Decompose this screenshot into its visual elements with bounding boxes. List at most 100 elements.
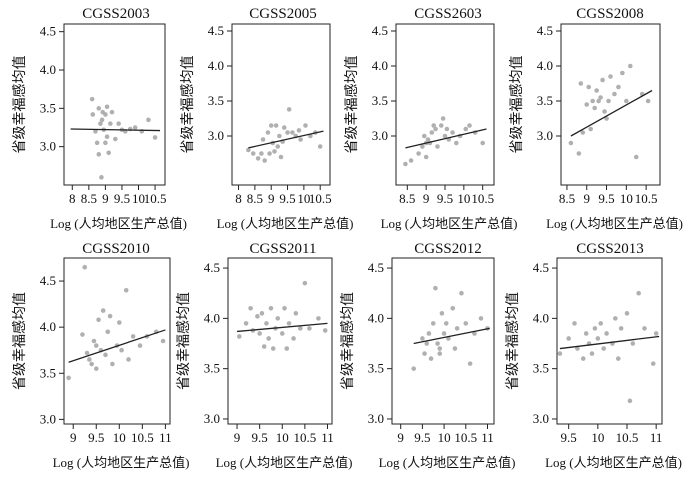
data-point — [575, 346, 580, 351]
x-tick-label: 8 — [235, 191, 242, 206]
data-point — [598, 95, 603, 100]
chart-title: CGSS2005 — [249, 6, 317, 22]
x-tick-label: 10.5 — [454, 430, 477, 445]
data-point — [293, 311, 299, 316]
x-tick-label: 10 — [113, 430, 126, 445]
data-point — [137, 343, 143, 348]
data-point — [255, 156, 261, 161]
data-point — [296, 128, 302, 133]
x-tick-label: 10 — [620, 191, 633, 206]
data-point — [459, 290, 464, 296]
data-point — [91, 338, 97, 344]
y-axis-label: 省级幸福感均值 — [179, 56, 196, 154]
data-point — [433, 126, 438, 132]
x-tick-label: 10.5 — [144, 191, 167, 206]
data-point — [152, 135, 158, 140]
data-point — [443, 321, 449, 326]
data-point — [441, 331, 447, 336]
x-tick-label: 9.5 — [114, 191, 130, 206]
data-point — [429, 130, 435, 135]
data-point — [421, 133, 427, 139]
x-tick-label: 9.5 — [561, 430, 577, 445]
data-point — [103, 140, 108, 146]
data-point — [123, 287, 129, 293]
data-point — [478, 316, 484, 321]
data-point — [426, 331, 432, 336]
data-point — [588, 126, 593, 132]
data-point — [590, 98, 595, 104]
data-point — [430, 321, 436, 326]
data-point — [433, 285, 438, 291]
data-point — [645, 98, 651, 104]
data-point — [572, 321, 577, 326]
data-point — [576, 151, 582, 156]
data-point — [290, 130, 295, 135]
x-axis-label: Log (人均地区生产总值) — [216, 455, 353, 470]
data-point — [272, 149, 277, 154]
x-tick-label: 8.5 — [559, 191, 575, 206]
y-tick-label: 4.5 — [208, 23, 224, 38]
x-tick-label: 10.5 — [131, 430, 154, 445]
data-point — [437, 351, 443, 356]
data-point — [82, 264, 88, 270]
data-point — [322, 328, 328, 333]
x-tick-label: 9 — [70, 430, 77, 445]
data-point — [275, 316, 281, 321]
data-point — [583, 331, 589, 336]
data-point — [627, 398, 633, 404]
panel-cgss2010: CGSS2010 3.0 3.5 4.0 4.5 9 9.5 10 10.5 11 Log (人均地… — [11, 241, 189, 470]
y-tick-label: 3.5 — [533, 361, 549, 376]
data-point — [615, 356, 621, 361]
plot-frame — [63, 23, 166, 186]
data-point — [602, 109, 607, 114]
data-point — [268, 306, 274, 311]
y-tick-label: 4.5 — [40, 24, 56, 39]
x-tick-label: 9.5 — [88, 430, 104, 445]
x-axis-label: Log (人均地区生产总值) — [50, 216, 187, 231]
x-tick-label: 9 — [268, 191, 275, 206]
data-point — [435, 341, 440, 346]
data-point — [93, 366, 99, 371]
data-point — [94, 140, 100, 146]
y-tick-label: 4.0 — [208, 58, 224, 73]
panel-cgss2012: CGSS2012 3.0 3.5 4.0 4.5 9 9.5 10 10.5 11 Log (人均地… — [339, 241, 515, 470]
y-tick-label: 4.0 — [533, 310, 549, 325]
y-tick-label: 3.5 — [208, 93, 224, 108]
data-point — [96, 152, 102, 157]
data-point — [480, 140, 485, 146]
data-point — [612, 91, 617, 97]
chart-title: CGSS2011 — [250, 241, 317, 257]
x-axis-label: Log (人均地区生产总值) — [217, 216, 354, 231]
data-point — [110, 361, 115, 367]
data-point — [423, 154, 429, 160]
data-point — [438, 123, 444, 128]
panel-cgss2603: CGSS2603 3.0 3.5 4.0 4.5 8.5 9 9.5 10 10.5 Log (人均… — [343, 6, 517, 231]
data-point — [642, 326, 647, 331]
data-point — [650, 361, 656, 366]
data-point — [255, 314, 260, 319]
y-axis-label: 省级幸福感均值 — [504, 292, 521, 390]
data-point — [267, 151, 272, 156]
data-point — [636, 290, 641, 296]
x-axis-label: Log (人均地区生产总值) — [53, 455, 190, 470]
y-axis-label: 省级幸福感均值 — [343, 56, 360, 154]
y-tick-label: 3.0 — [372, 128, 388, 143]
data-point — [467, 123, 472, 128]
data-point — [80, 332, 85, 337]
y-tick-label: 4.5 — [372, 23, 388, 38]
plot-frame — [231, 23, 331, 186]
x-tick-label: 9 — [234, 430, 241, 445]
fit-line — [70, 128, 161, 132]
data-point — [275, 144, 281, 149]
data-point — [303, 123, 308, 128]
data-point — [284, 346, 290, 351]
data-point — [598, 321, 604, 326]
data-point — [270, 346, 276, 351]
data-point — [248, 306, 253, 311]
data-point — [132, 125, 138, 130]
data-point — [450, 130, 455, 135]
data-point — [291, 336, 296, 341]
data-point — [316, 316, 321, 321]
data-point — [273, 123, 279, 128]
x-tick-label: 10 — [132, 191, 145, 206]
